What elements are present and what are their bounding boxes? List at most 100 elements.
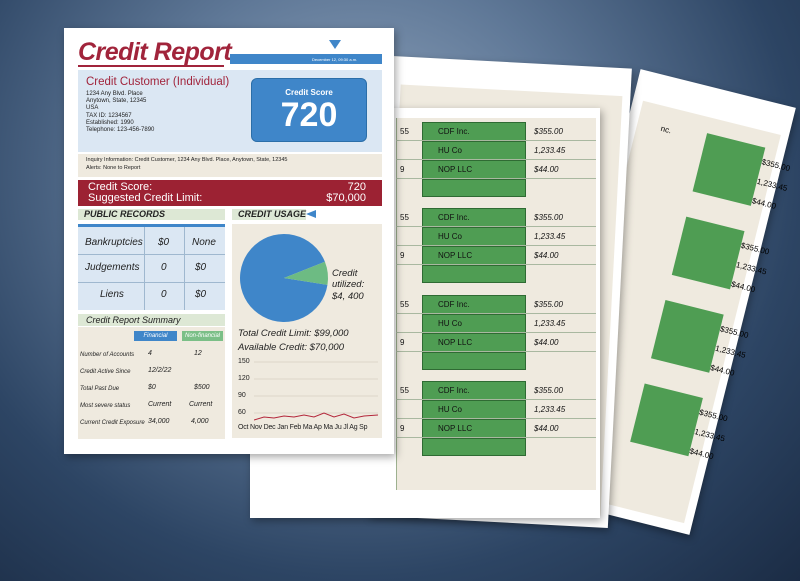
pie-slice-available <box>240 234 328 323</box>
summary-row-fin: 12/2/22 <box>148 367 172 374</box>
ledger-row-number: 9 <box>400 338 405 347</box>
ledger-row-number: 55 <box>400 127 409 136</box>
ledger-amount: $355.00 <box>534 213 563 222</box>
ledger-amount: $355.00 <box>698 407 729 424</box>
credit-report-page: Credit Report December 12, 09:30 a.m. Cr… <box>64 28 394 454</box>
ledger-company: HU Co <box>438 146 463 155</box>
y-tick: 60 <box>238 409 246 416</box>
summary-limit-label: Suggested Credit Limit: <box>88 192 203 204</box>
trend-line <box>254 412 378 421</box>
ledger-amount: $44.00 <box>534 165 559 174</box>
credit-utilized-label: Credit utilized: <box>332 268 365 290</box>
ledger-amount: $355.00 <box>719 324 750 341</box>
summary-row-name: Current Credit Exposure <box>80 420 145 426</box>
ledger-company: NOP LLC <box>438 424 473 433</box>
ledger-company: HU Co <box>438 405 463 414</box>
title-underline <box>78 65 224 67</box>
record-name: Bankruptcies <box>85 237 143 248</box>
ledger-company: CDF Inc. <box>438 127 470 136</box>
ledger-amount: $44.00 <box>751 196 777 211</box>
col-nonfinancial: Non-financial <box>182 331 223 341</box>
header-blue-bar <box>230 54 382 64</box>
ledger-amount: $44.00 <box>534 251 559 260</box>
ledger-green-filler <box>422 352 526 370</box>
alerts-text: Alerts: None to Report <box>86 165 141 171</box>
summary-score-label: Credit Score: <box>88 181 153 193</box>
summary-row-name: Credit Active Since <box>80 369 131 375</box>
ledger-amount: 1,233.45 <box>714 343 747 360</box>
address-block: 1234 Any Blvd. Place Anytown, State, 123… <box>86 91 154 134</box>
ledger-company: HU Co <box>438 319 463 328</box>
ledger-green-cell <box>650 300 724 373</box>
ledger-green-cell <box>692 133 766 206</box>
report-summary-label: Credit Report Summary <box>78 314 225 326</box>
ledger-row-number: 9 <box>400 251 405 260</box>
report-summary-panel: Financial Non-financial Number of Accoun… <box>78 327 225 439</box>
record-value-b: $0 <box>195 262 207 273</box>
summary-row-name: Most severe status <box>80 403 131 409</box>
credit-utilized-value: $4, 400 <box>332 291 364 302</box>
ledger-amount: $44.00 <box>709 363 736 378</box>
score-summary-bar: Credit Score: 720 Suggested Credit Limit… <box>78 180 382 206</box>
address-line: Established: 1990 <box>86 119 134 126</box>
summary-row-fin: 4 <box>148 350 152 357</box>
credit-usage-label: CREDIT USAGE <box>232 209 306 220</box>
address-line: TAX ID: 1234567 <box>86 112 132 119</box>
customer-name: Credit Customer (Individual) <box>86 76 230 88</box>
public-records-table: Bankruptcies $0 None Judgements 0 $0 Lie… <box>78 224 225 310</box>
ledger-amount: $44.00 <box>534 338 559 347</box>
summary-row-fin: Current <box>148 401 172 408</box>
y-tick: 120 <box>238 375 250 382</box>
address-line: 1234 Any Blvd. Place <box>86 91 143 97</box>
ledger-green-filler <box>422 438 526 456</box>
summary-score-value: 720 <box>347 181 366 193</box>
ledger-amount: 1,233.45 <box>534 232 566 241</box>
triangle-down-icon <box>329 40 341 49</box>
ledger-amount: $355.00 <box>534 300 563 309</box>
address-line: USA <box>86 105 99 112</box>
ledger-row-number: 9 <box>400 424 405 433</box>
ledger-row-number: 55 <box>400 386 409 395</box>
ledger-amount: $355.00 <box>534 127 563 136</box>
ledger-green-filler <box>422 265 526 283</box>
summary-row-name: Total Past Due <box>80 386 120 392</box>
record-name: Liens <box>100 289 124 300</box>
ledger-company: NOP LLC <box>438 251 473 260</box>
col-financial: Financial <box>134 331 177 341</box>
ledger-company: NOP LLC <box>438 165 473 174</box>
ledger-company: CDF Inc. <box>438 386 470 395</box>
ledger-amount: $44.00 <box>730 279 757 295</box>
ledger-green-cell <box>630 383 703 457</box>
ledger-amount: $355.00 <box>534 386 563 395</box>
pie-slice-utilized <box>284 261 329 285</box>
ledger-amount: 1,233.45 <box>693 427 726 444</box>
public-records-label: PUBLIC RECORDS <box>78 209 225 220</box>
trend-line-chart <box>254 361 378 421</box>
credit-score-value: 720 <box>280 96 338 134</box>
ledger-page-1: 55 CDF Inc. $355.00 HU Co 1,233.45 9 NOP… <box>250 108 600 518</box>
ledger-amount: $44.00 <box>534 424 559 433</box>
ledger-amount: 1,233.45 <box>735 260 768 277</box>
credit-score-label: Credit Score <box>285 88 333 97</box>
ledger-company: HU Co <box>438 232 463 241</box>
ledger-green-cell <box>671 216 745 290</box>
address-line: Telephone: 123-456-7890 <box>86 127 155 134</box>
ledger-company: CDF Inc. <box>438 213 470 222</box>
record-value-b: $0 <box>195 289 207 300</box>
summary-row-non: 12 <box>194 350 202 357</box>
record-value-a: 0 <box>161 289 167 300</box>
credit-score-box: Credit Score 720 <box>251 78 367 142</box>
summary-row-fin: $0 <box>148 384 156 391</box>
arrow-left-icon <box>306 210 316 218</box>
credit-pie-chart <box>240 234 329 323</box>
record-value-a: 0 <box>161 262 167 273</box>
total-credit-limit: Total Credit Limit: $99,000 <box>238 328 349 339</box>
inquiry-block <box>78 154 382 177</box>
ledger-amount: 1,233.45 <box>534 319 566 328</box>
summary-limit-value: $70,000 <box>326 192 366 204</box>
ledger-company: CDF Inc. <box>438 300 470 309</box>
record-value-b: None <box>192 237 216 248</box>
ledger-row-number: 55 <box>400 213 409 222</box>
ledger-row-number: 55 <box>400 300 409 309</box>
y-tick: 150 <box>238 358 250 365</box>
